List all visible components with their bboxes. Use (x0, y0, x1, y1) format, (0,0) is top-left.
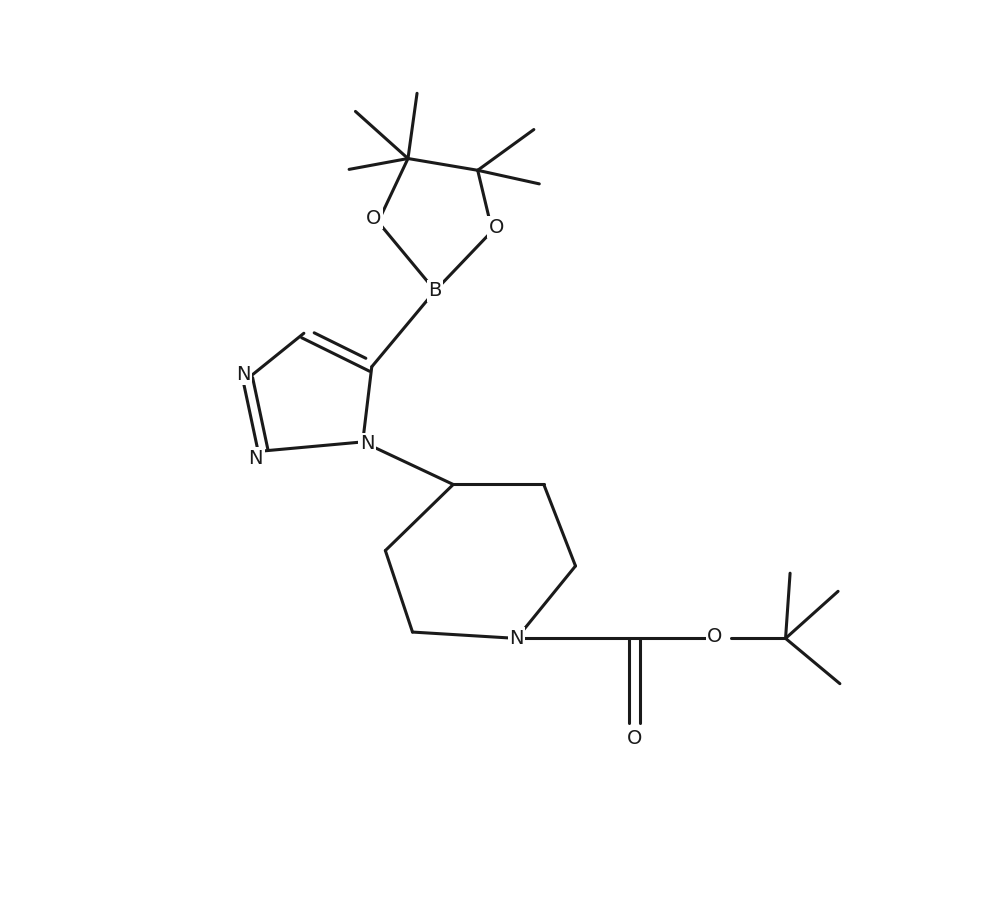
Text: N: N (236, 364, 250, 384)
Text: N: N (360, 435, 374, 454)
Text: O: O (626, 730, 642, 749)
Text: O: O (366, 209, 381, 228)
Text: O: O (489, 218, 505, 237)
Text: B: B (429, 281, 442, 301)
Text: O: O (707, 627, 722, 646)
Text: N: N (510, 629, 524, 648)
Text: N: N (249, 449, 263, 467)
